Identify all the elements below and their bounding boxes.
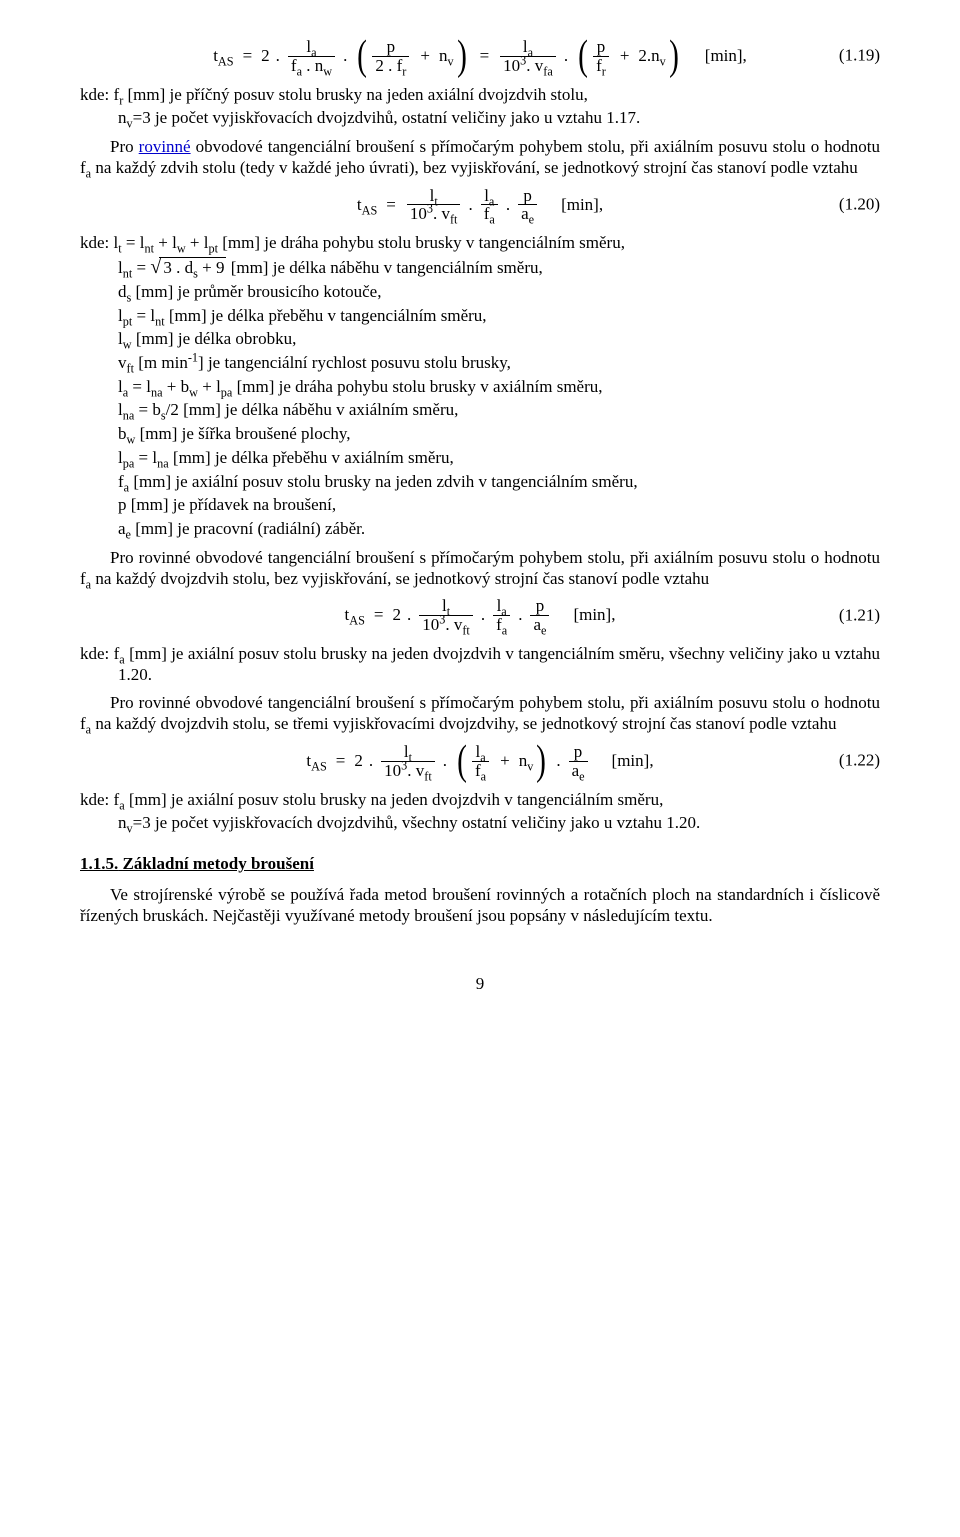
kde-1-19: kde: fr [mm] je příčný posuv stolu brusk…	[80, 85, 880, 106]
list20-l2b: [mm] je délka náběhu v tangenciálním smě…	[231, 258, 543, 277]
sqrt20-inner: 3 . ds + 9	[159, 257, 226, 277]
eq21-unit: [min],	[573, 605, 615, 626]
kde-1-22-nv: nv=3 je počet vyjiskřovacích dvojzdvihů,…	[80, 813, 880, 834]
equation-1-21: tAS = 2. lt 103. vft . la fa . p ae [min…	[80, 597, 880, 634]
eq19-unit: [min],	[705, 46, 747, 67]
eq19-number: (1.19)	[839, 46, 880, 67]
list20-l9: bw [mm] je šířka broušené plochy,	[80, 424, 880, 445]
list20-l10: lpa = lna [mm] je délka přeběhu v axiáln…	[80, 448, 880, 469]
list20-l6: vft [m min-1] je tangenciální rychlost p…	[80, 353, 880, 374]
list20-l1: kde: lt = lnt + lw + lpt [mm] je dráha p…	[80, 233, 880, 254]
eq22-number: (1.22)	[839, 751, 880, 772]
kde-1-21: kde: fa [mm] je axiální posuv stolu brus…	[80, 644, 880, 685]
list20-l11: fa [mm] je axiální posuv stolu brusky na…	[80, 472, 880, 493]
list20-l3: ds [mm] je průměr brousicího kotouče,	[80, 282, 880, 303]
equation-1-19: tAS = 2. la fa . nw . ( p 2 . fr +nv ) =…	[80, 38, 880, 75]
sqrt-icon: √3 . ds + 9	[150, 257, 226, 277]
list20-l4: lpt = lnt [mm] je délka přeběhu v tangen…	[80, 306, 880, 327]
eq22-unit: [min],	[612, 751, 654, 772]
para-before-1-21: Pro rovinné obvodové tangenciální brouše…	[80, 548, 880, 589]
eq20-number: (1.20)	[839, 195, 880, 216]
section-number: 1.1.5.	[80, 854, 118, 873]
eq21-number: (1.21)	[839, 605, 880, 626]
equation-1-22: tAS = 2. lt 103. vft . ( la fa +nv ) . p	[80, 743, 880, 780]
kde-1-22: kde: fa [mm] je axiální posuv stolu brus…	[80, 790, 880, 811]
section-1-1-5: 1.1.5. Základní metody broušení	[80, 854, 880, 875]
kde-1-19-nv: nv=3 je počet vyjiskřovacích dvojzdvihů,…	[80, 108, 880, 129]
list20-l5: lw [mm] je délka obrobku,	[80, 329, 880, 350]
para-before-1-20: Pro rovinné obvodové tangenciální brouše…	[80, 137, 880, 178]
list20-l12: p [mm] je přídavek na broušení,	[80, 495, 880, 516]
para1-pre: Pro	[110, 137, 139, 156]
section-title-text: Základní metody broušení	[123, 854, 314, 873]
equation-1-20: tAS = lt 103. vft . la fa . p ae [min], …	[80, 187, 880, 224]
para-before-1-22: Pro rovinné obvodové tangenciální brouše…	[80, 693, 880, 734]
list20-l13: ae [mm] je pracovní (radiální) záběr.	[80, 519, 880, 540]
list20-l2: lnt = √3 . ds + 9 [mm] je délka náběhu v…	[80, 257, 880, 279]
link-rovinne[interactable]: rovinné	[139, 137, 191, 156]
list20-l7: la = lna + bw + lpa [mm] je dráha pohybu…	[80, 377, 880, 398]
para1-post: obvodové tangenciální broušení s přímoča…	[80, 137, 880, 177]
list20-l8: lna = bs/2 [mm] je délka náběhu v axiáln…	[80, 400, 880, 421]
page-number: 9	[80, 974, 880, 995]
para-1-1-5: Ve strojírenské výrobě se používá řada m…	[80, 885, 880, 926]
list20-l2a: lnt =	[118, 258, 150, 277]
eq20-unit: [min],	[561, 195, 603, 216]
